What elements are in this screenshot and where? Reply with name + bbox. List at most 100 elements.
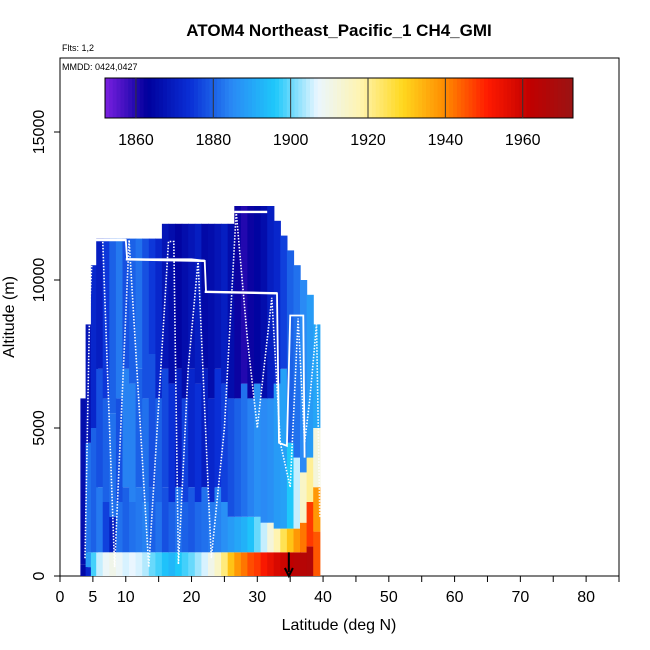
colorbar-swatch [398, 78, 404, 118]
colorbar-swatch [306, 78, 311, 118]
colorbar-swatch [313, 78, 319, 118]
heat-cell [102, 552, 110, 576]
colorbar-swatch [526, 78, 531, 118]
heat-cell [234, 516, 242, 553]
colorbar-swatch [356, 78, 361, 118]
heat-cell [96, 487, 104, 553]
colorbar-swatch [205, 78, 210, 118]
heat-cell [221, 223, 229, 384]
colorbar-swatch [259, 78, 265, 118]
colorbar-swatch [232, 78, 238, 118]
heat-cell [96, 552, 104, 576]
colorbar-swatch [282, 78, 288, 118]
heat-cell [80, 564, 88, 576]
heat-column [221, 223, 229, 576]
heat-column [247, 206, 255, 576]
heat-cell [168, 552, 176, 576]
colorbar-swatch [286, 78, 292, 118]
heat-cell [300, 522, 308, 553]
heat-column [155, 238, 163, 576]
heat-column [293, 265, 301, 576]
heat-cell [221, 383, 229, 502]
heat-column [181, 223, 189, 576]
colorbar-swatch [139, 78, 145, 118]
heat-cell [214, 487, 222, 553]
colorbar-swatch [468, 78, 473, 118]
colorbar-swatch [298, 78, 303, 118]
heat-cell [175, 552, 183, 576]
heat-cell [85, 552, 93, 568]
colorbar-swatch [163, 78, 168, 118]
heat-cell [293, 552, 301, 576]
heat-cell [102, 502, 110, 553]
colorbar-swatch [414, 78, 419, 118]
heat-cell [142, 398, 150, 502]
colorbar-swatch [410, 78, 415, 118]
colorbar-swatch [538, 78, 543, 118]
heat-cell [247, 206, 255, 399]
heat-cell [194, 223, 202, 384]
heat-cell [168, 383, 176, 502]
y-tick-label: 0 [31, 571, 48, 580]
colorbar-swatch [429, 78, 435, 118]
heat-cell [234, 206, 242, 399]
heat-cell [267, 552, 275, 576]
heat-cell [148, 552, 156, 576]
heat-cell [194, 502, 202, 553]
heat-cell [280, 528, 288, 553]
colorbar-swatch [495, 78, 501, 118]
heat-cell [135, 368, 143, 488]
colorbar-swatch [221, 78, 226, 118]
heat-cell [234, 398, 242, 517]
y-tick-label: 5000 [31, 410, 48, 446]
heat-cell [129, 552, 137, 576]
colorbar-swatch [337, 78, 342, 118]
heat-cell [175, 223, 183, 369]
heat-cell [155, 552, 163, 576]
heat-cell [273, 552, 281, 576]
colorbar-swatch [518, 78, 524, 118]
colorbar-swatch [472, 78, 477, 118]
heat-cell [267, 522, 275, 553]
heat-cell [135, 238, 143, 369]
colorbar-swatch [217, 78, 222, 118]
heat-cell [240, 552, 249, 576]
colorbar-swatch [228, 78, 234, 118]
heat-cell [129, 383, 137, 502]
colorbar-swatch [460, 78, 466, 118]
heat-cell [214, 552, 222, 576]
heat-cell [313, 487, 321, 532]
colorbar-swatch [333, 78, 338, 118]
heat-cell [208, 552, 216, 576]
colorbar-swatch [406, 78, 412, 118]
heat-cell [234, 552, 242, 576]
x-tick-label: 40 [314, 589, 332, 606]
x-axis: 0 5 10 20 30 40 50 60 70 80 [56, 576, 620, 606]
colorbar-frame [104, 77, 574, 119]
colorbar-swatch [491, 78, 497, 118]
heat-cell [240, 206, 249, 384]
colorbar-swatch [213, 78, 218, 118]
colorbar-swatch [309, 78, 315, 118]
heat-cell [148, 487, 156, 553]
heat-column [135, 238, 143, 576]
colorbar-swatch [456, 78, 462, 118]
colorbar-swatch [224, 78, 230, 118]
heat-cell [306, 546, 314, 576]
heat-cell [155, 238, 163, 399]
colorbar-swatch [248, 78, 253, 118]
heat-cell [273, 528, 281, 553]
heat-cell [201, 487, 209, 553]
heat-cell [201, 552, 209, 576]
heat-cell [188, 552, 196, 576]
colorbar-swatch [201, 78, 207, 118]
colorbar-swatch [484, 78, 489, 118]
colorbar-swatch [480, 78, 485, 118]
heat-cell [208, 502, 216, 553]
x-tick-label: 70 [511, 589, 529, 606]
heat-column [306, 294, 314, 576]
colorbar-swatch [325, 78, 330, 118]
heat-column [175, 223, 183, 576]
colorbar-swatch [441, 78, 446, 118]
